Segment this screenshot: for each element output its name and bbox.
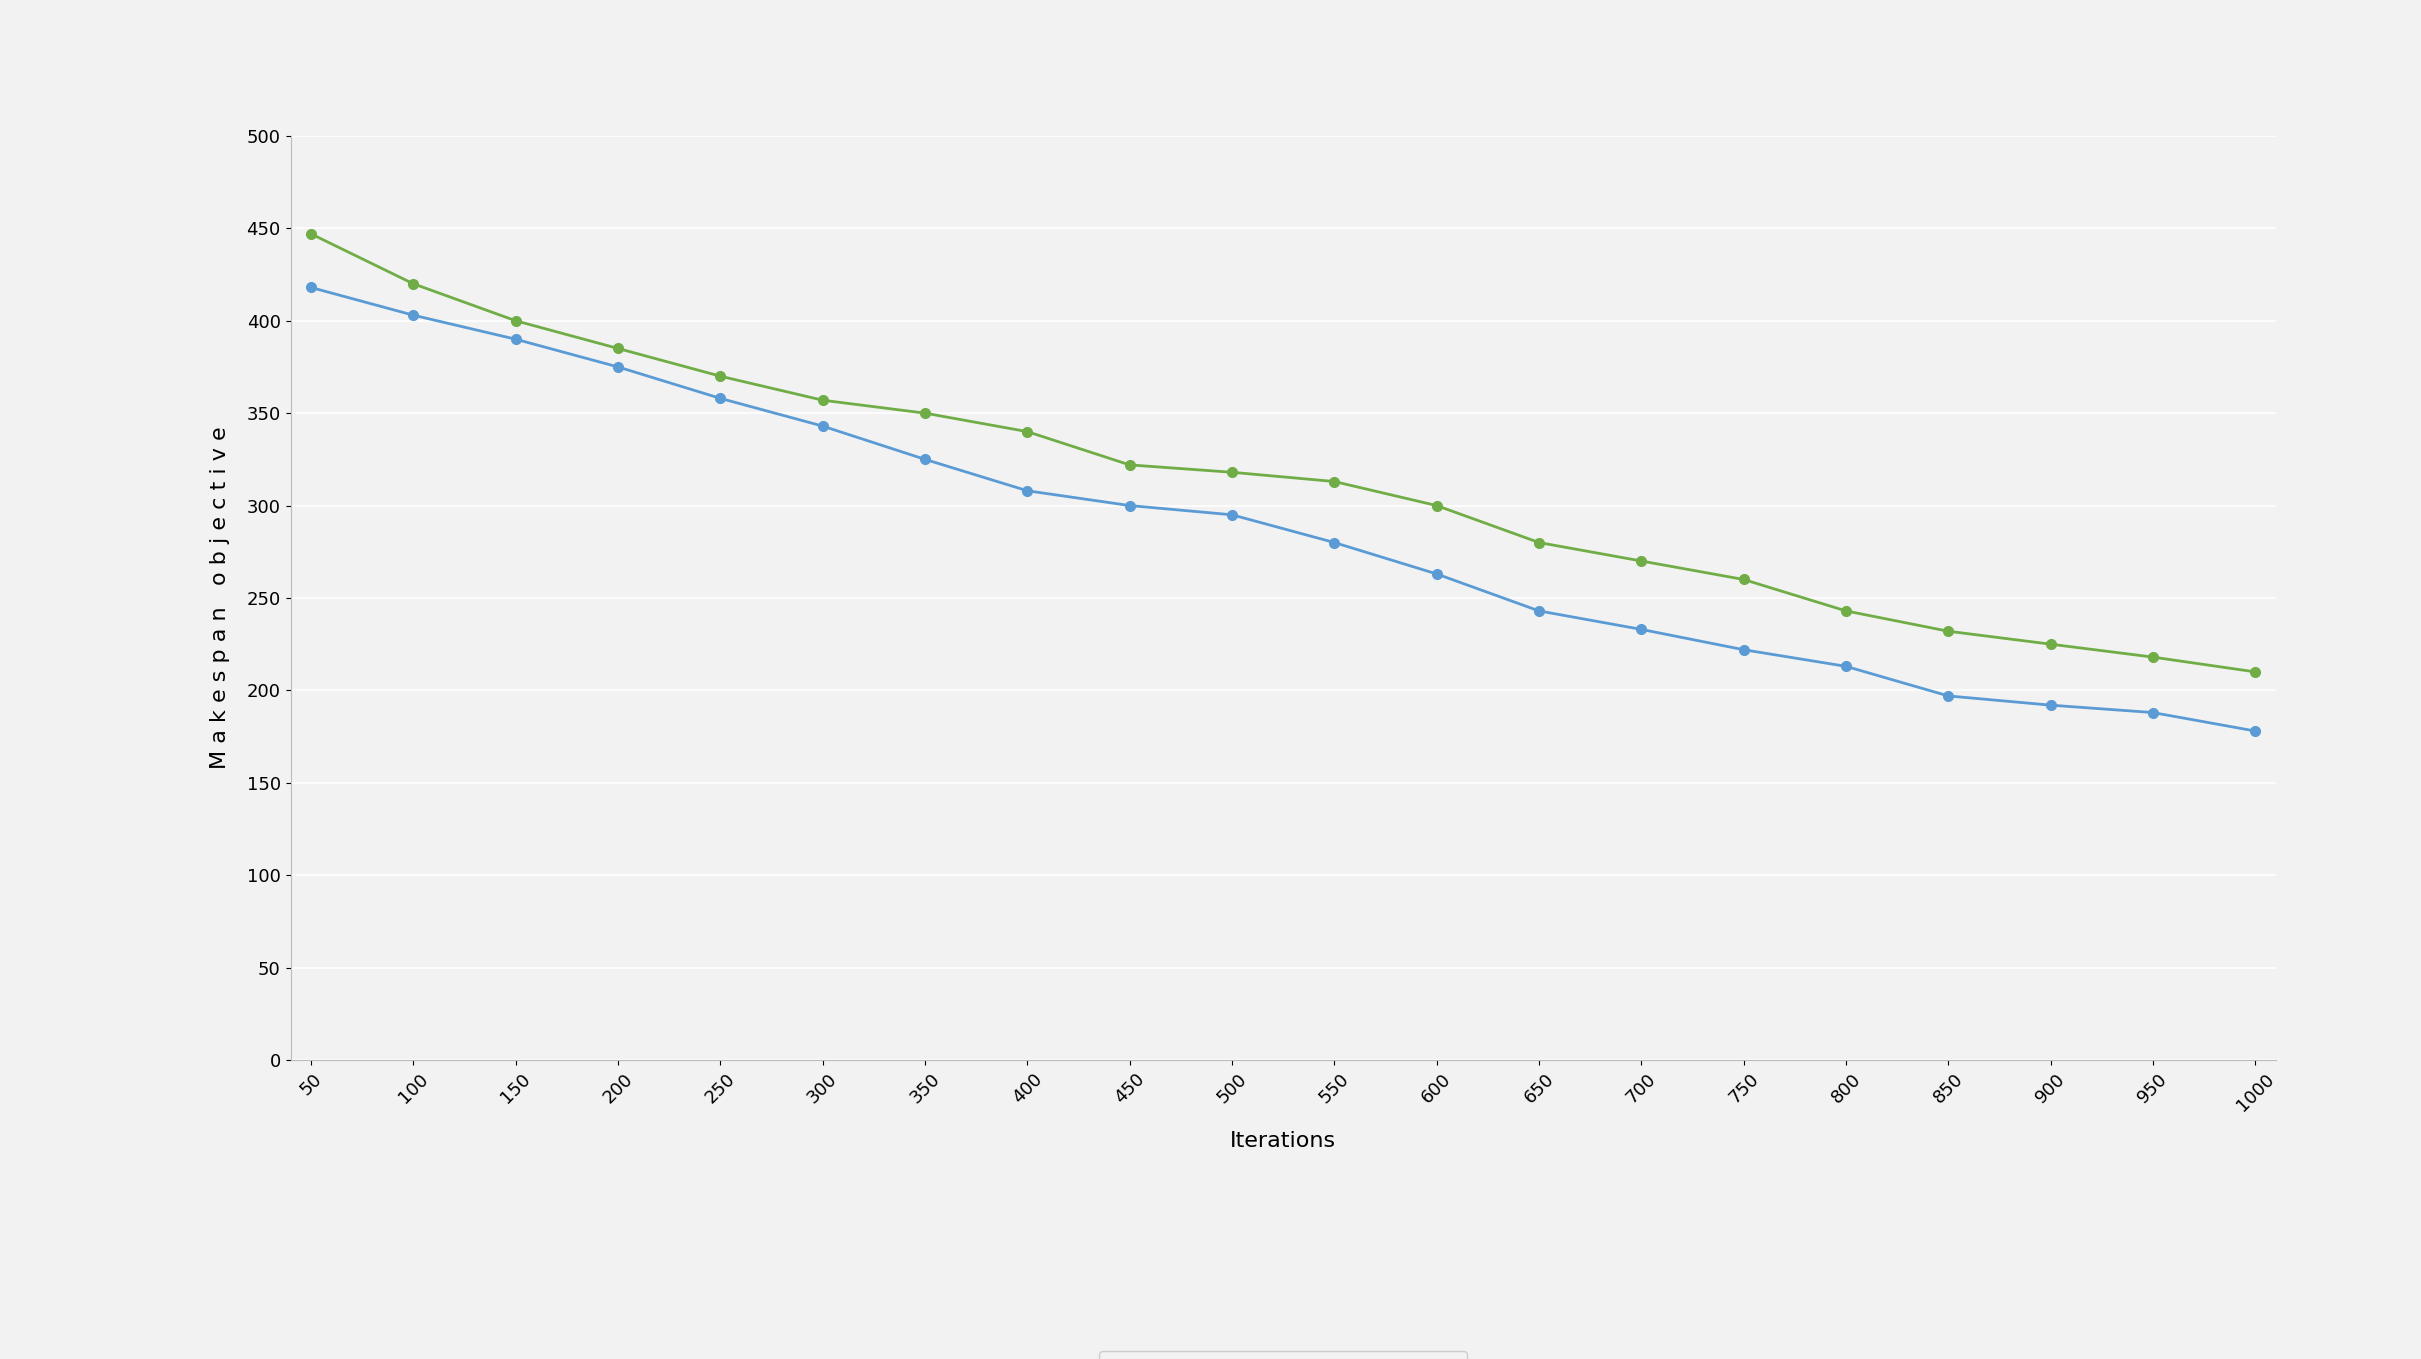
WOA-AEFS	[707, 390, 736, 406]
WOA	[295, 226, 324, 242]
WOA	[707, 368, 736, 385]
WOA-AEFS	[1934, 688, 1963, 704]
Legend: WOA, WOA-AEFS: WOA, WOA-AEFS	[1099, 1351, 1467, 1359]
WOA-AEFS	[1218, 507, 1247, 523]
Y-axis label: M a k e s p a n   o b j e c t i v e: M a k e s p a n o b j e c t i v e	[211, 427, 230, 769]
WOA	[2036, 636, 2065, 652]
WOA	[910, 405, 939, 421]
WOA	[1525, 534, 1554, 550]
WOA	[1319, 473, 1348, 489]
WOA-AEFS	[1830, 658, 1859, 674]
WOA-AEFS	[1116, 497, 1145, 514]
Line: WOA: WOA	[305, 230, 2261, 677]
WOA-AEFS	[399, 307, 429, 323]
WOA	[603, 340, 632, 356]
WOA	[1218, 465, 1247, 481]
WOA-AEFS	[1525, 603, 1554, 620]
WOA-AEFS	[1421, 565, 1450, 582]
WOA-AEFS	[2036, 697, 2065, 713]
X-axis label: Iterations: Iterations	[1230, 1131, 1336, 1151]
WOA-AEFS	[295, 280, 324, 296]
WOA	[1729, 571, 1758, 587]
WOA	[1012, 424, 1041, 440]
WOA	[2138, 650, 2167, 666]
WOA-AEFS	[1627, 621, 1656, 637]
WOA-AEFS	[2138, 704, 2167, 720]
WOA	[1627, 553, 1656, 569]
WOA-AEFS	[501, 332, 530, 348]
WOA	[809, 391, 838, 408]
Line: WOA-AEFS: WOA-AEFS	[305, 283, 2261, 735]
WOA-AEFS	[1319, 534, 1348, 550]
WOA	[1830, 603, 1859, 620]
WOA	[1116, 457, 1145, 473]
WOA	[399, 276, 429, 292]
WOA	[1934, 622, 1963, 639]
WOA	[2242, 663, 2271, 680]
WOA-AEFS	[809, 419, 838, 435]
WOA	[501, 313, 530, 329]
WOA-AEFS	[1729, 641, 1758, 658]
WOA	[1421, 497, 1450, 514]
WOA-AEFS	[910, 451, 939, 467]
WOA-AEFS	[603, 359, 632, 375]
WOA-AEFS	[1012, 482, 1041, 499]
WOA-AEFS	[2242, 723, 2271, 739]
